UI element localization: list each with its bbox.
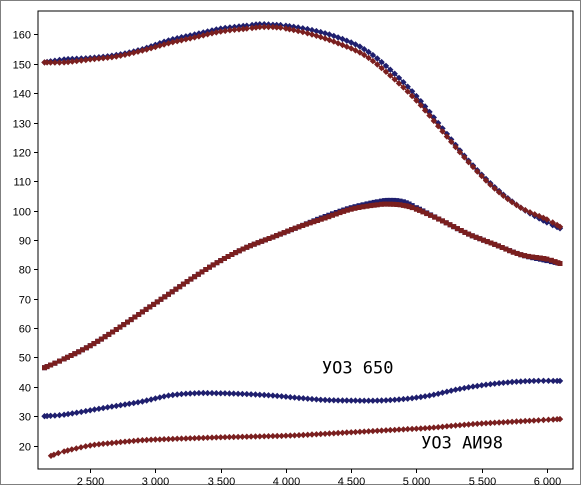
y-tick-label: 90 xyxy=(19,236,31,248)
annotation-1: УОЗ 650 xyxy=(322,359,394,379)
y-tick-label: 120 xyxy=(13,148,31,160)
data-point xyxy=(558,261,563,266)
y-tick-label: 40 xyxy=(19,383,31,395)
y-tick-label: 110 xyxy=(13,177,31,189)
y-tick-label: 150 xyxy=(13,60,31,72)
y-tick-label: 20 xyxy=(19,442,31,454)
data-point xyxy=(57,359,62,364)
y-tick-label: 160 xyxy=(13,30,31,42)
plot-area xyxy=(38,11,573,469)
y-tick-label: 30 xyxy=(19,412,31,424)
y-tick-label: 80 xyxy=(19,265,31,277)
y-tick-label: 140 xyxy=(13,89,31,101)
data-point xyxy=(52,361,57,366)
y-tick-label: 50 xyxy=(19,353,31,365)
data-point xyxy=(544,257,549,262)
y-tick-label: 60 xyxy=(19,324,31,336)
annotation-2: УОЗ АИ98 xyxy=(421,433,503,453)
y-tick-label: 70 xyxy=(19,295,31,307)
y-tick-label: 130 xyxy=(13,119,31,131)
data-point xyxy=(48,363,53,368)
y-tick-label: 100 xyxy=(13,207,31,219)
